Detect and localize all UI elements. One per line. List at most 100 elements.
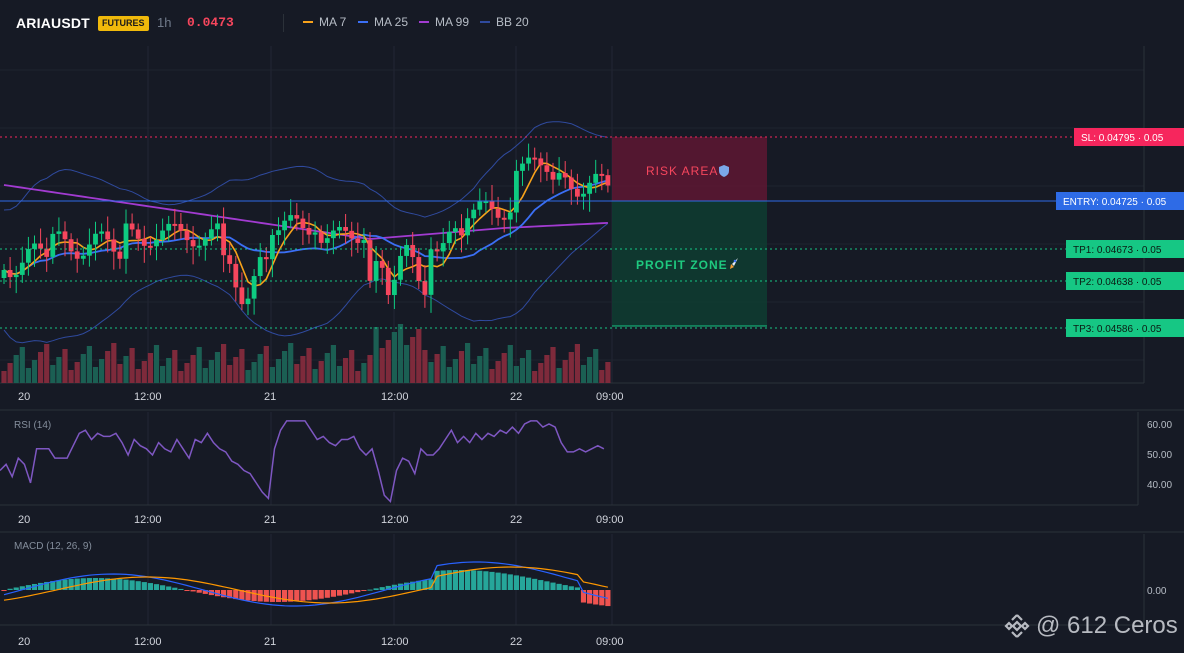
- candle-body: [422, 281, 428, 295]
- candle-body: [87, 244, 92, 256]
- macd-hist-bar: [294, 590, 300, 602]
- macd-hist-bar: [538, 580, 544, 590]
- volume-bar: [593, 349, 599, 383]
- macd-hist-bar: [141, 582, 147, 590]
- candle-body: [38, 243, 43, 249]
- volume-bar: [202, 368, 208, 383]
- macd-hist-bar: [532, 578, 538, 590]
- volume-bar: [92, 367, 99, 383]
- candle-body: [117, 251, 123, 259]
- time-tick: 21: [264, 514, 276, 526]
- volume-bar: [587, 357, 593, 383]
- macd-hist-bar: [129, 580, 135, 590]
- time-tick: 22: [510, 636, 522, 648]
- candle-body: [605, 175, 611, 186]
- candle-body: [440, 243, 446, 252]
- time-tick: 22: [510, 514, 522, 526]
- macd-hist-bar: [440, 570, 446, 590]
- legend-ma25[interactable]: MA 25: [358, 15, 408, 29]
- volume-bar: [605, 362, 611, 383]
- price-levels[interactable]: SL: 0.04795 · 0.05 ENTRY: 0.04725 · 0.05 T…: [0, 128, 1184, 337]
- candle-body: [446, 231, 452, 244]
- level-tag[interactable]: [1066, 272, 1184, 290]
- macd-hist-bar: [19, 586, 25, 590]
- macd-hist-bar: [367, 589, 373, 591]
- candle-body: [202, 238, 208, 246]
- candle-body: [501, 217, 507, 220]
- candle-body: [520, 163, 525, 171]
- level-tag[interactable]: [1074, 128, 1184, 146]
- macd-hist-bar: [196, 590, 202, 593]
- macd-hist-bar: [111, 578, 117, 590]
- candle-body: [215, 223, 220, 230]
- symbol-label[interactable]: ARIAUSDT: [16, 15, 90, 31]
- candle-body: [392, 279, 397, 296]
- volume-bar: [25, 368, 31, 383]
- time-tick: 12:00: [381, 636, 409, 648]
- macd-hist-bar: [7, 588, 13, 590]
- level-tag[interactable]: [1066, 319, 1184, 337]
- legend-bb20[interactable]: BB 20: [480, 15, 529, 29]
- volume-bar: [160, 366, 166, 383]
- candle-body: [465, 218, 470, 236]
- level-tag[interactable]: [1066, 240, 1184, 258]
- volume-bar: [397, 324, 404, 383]
- macd-hist-bar: [50, 581, 56, 590]
- candle-body: [587, 182, 592, 194]
- macd-hist-bar: [397, 583, 404, 590]
- watermark-text: @ 612 Ceros: [1036, 612, 1178, 639]
- legend-ma99[interactable]: MA 99: [419, 15, 469, 29]
- volume-bar: [245, 370, 251, 383]
- legend-ma7[interactable]: MA 7: [303, 15, 346, 29]
- volume-bar: [385, 340, 391, 383]
- macd-hist-bar: [160, 585, 166, 590]
- level-label: ENTRY: 0.04725 · 0.05: [1063, 197, 1167, 208]
- candle-body: [599, 173, 605, 176]
- ma25-swatch: [358, 21, 368, 23]
- macd-hist-bar: [428, 579, 434, 590]
- volume-bar: [330, 345, 336, 383]
- candle-body: [166, 223, 172, 231]
- volume-bar: [532, 371, 538, 383]
- macd-hist-bar: [178, 588, 184, 590]
- time-tick: 21: [264, 391, 276, 403]
- timeframe-label[interactable]: 1h: [157, 15, 172, 30]
- risk-zone[interactable]: [612, 137, 767, 201]
- volume-bar: [227, 365, 233, 383]
- macd-hist-bar: [434, 570, 440, 590]
- level-label: TP3: 0.04586 · 0.05: [1073, 324, 1162, 335]
- macd-hist-bar: [379, 587, 385, 590]
- macd-hist-bar: [74, 578, 80, 590]
- watermark: @ 612 Ceros: [1004, 612, 1178, 640]
- candle-body: [398, 255, 403, 280]
- volume-bar: [355, 371, 361, 383]
- macd-hist-bar: [251, 590, 257, 602]
- profit-zone[interactable]: [612, 201, 767, 326]
- rsi-panel: RSI (14) 60.00 50.00 40.00: [0, 420, 1172, 504]
- candle-body: [349, 230, 355, 239]
- candle-body: [233, 263, 239, 288]
- volume-bar: [153, 345, 160, 383]
- volume-bar: [86, 346, 92, 383]
- volume-bar: [233, 357, 239, 383]
- level-tag[interactable]: [1056, 192, 1184, 210]
- macd-hist-bar: [227, 590, 233, 599]
- volume-bar: [544, 355, 550, 383]
- macd-hist-bar: [221, 590, 227, 598]
- volume-bar: [19, 347, 25, 383]
- volume-bar: [526, 350, 532, 383]
- rsi-tick: 40.00: [1147, 480, 1172, 491]
- volume-bar: [1, 371, 7, 383]
- candle-body: [373, 261, 379, 281]
- trade-zones[interactable]: RISK AREA PROFIT ZONE: [612, 137, 767, 327]
- macd-hist-bar: [324, 590, 330, 598]
- macd-hist-bar: [147, 583, 153, 590]
- candle-body: [459, 228, 464, 236]
- volume-bar: [214, 352, 221, 383]
- candle-body: [593, 173, 599, 183]
- candle-body: [111, 239, 117, 252]
- candle-body: [282, 220, 287, 231]
- macd-hist-bar: [135, 581, 141, 590]
- time-axes: 20 12:00 21 12:00 22 09:00 20 12:00 21 12:00 22 09:…: [18, 391, 624, 648]
